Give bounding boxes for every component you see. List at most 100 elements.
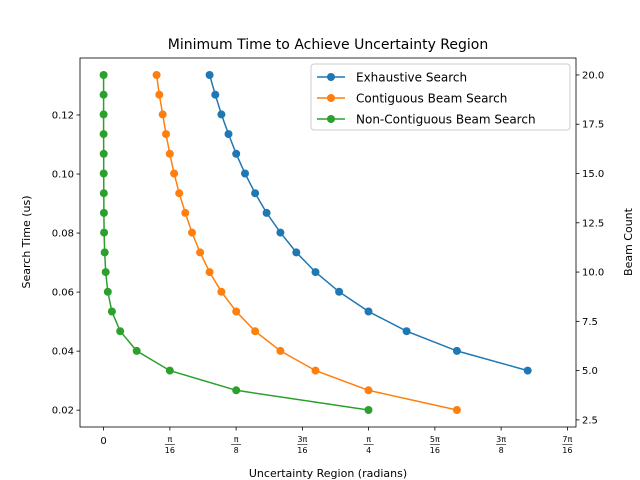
x-tick-label-denominator: 16 [562,446,572,455]
data-point [205,71,214,79]
data-point [152,71,161,79]
left-y-tick-label: 0.04 [52,347,74,358]
data-point [311,268,320,277]
data-point [100,228,109,237]
legend-entry: Exhaustive Search [356,71,467,85]
x-tick-label-denominator: 4 [366,446,371,455]
data-point [232,149,241,158]
data-point [99,149,108,158]
x-tick-label-numerator: 5π [430,435,440,444]
data-point [311,366,320,375]
x-tick-label-denominator: 8 [499,446,504,455]
data-point [217,287,226,296]
data-point [232,386,241,395]
data-point [292,248,301,257]
data-point [101,268,110,277]
x-tick-label-numerator: π [366,435,371,444]
x-tick-label-numerator: 7π [562,435,572,444]
x-tick-label-numerator: 3π [496,435,506,444]
data-point [99,208,108,217]
right-y-tick-label: 15.0 [582,169,604,180]
x-tick-label-numerator: π [167,435,172,444]
x-tick-label-denominator: 16 [165,446,175,455]
data-point [165,149,174,158]
series-1 [205,71,532,375]
data-point [188,228,196,237]
x-tick-label-denominator: 16 [297,446,307,455]
data-point [251,189,260,198]
data-point [196,248,205,257]
x-tick-label: 0 [100,436,106,447]
legend-marker [327,94,335,102]
legend-box [310,63,571,131]
data-point [276,346,285,355]
right-y-tick-label: 2.5 [582,415,598,426]
right-y-axis: 2.5 5.0 7.5 10.0 12.5 15.0 17.5 20.0 [576,70,604,426]
data-point [402,327,411,336]
right-y-tick-label: 17.5 [582,120,604,131]
legend: Exhaustive Search Contiguous Beam Search N… [310,63,571,131]
x-tick-label-numerator: π [234,435,239,444]
data-point [364,307,373,316]
data-point [99,130,108,139]
left-y-tick-label: 0.02 [52,406,74,417]
data-point [132,346,141,355]
plot-frame [79,57,577,428]
right-y-tick-label: 7.5 [582,317,598,328]
right-y-tick-label: 5.0 [582,366,598,377]
series-3 [99,71,373,414]
data-point [99,90,108,99]
data-point [232,307,241,316]
left-y-axis-label: Search Time (us) [20,196,33,289]
data-point [452,346,461,355]
data-point [103,287,112,296]
data-point [162,130,170,139]
data-point [99,71,108,79]
data-point [217,110,226,119]
right-y-tick-label: 12.5 [582,218,604,229]
right-y-tick-label: 10.0 [582,268,604,279]
left-y-tick-label: 0.08 [52,229,74,240]
data-point [452,406,461,414]
data-point [99,110,108,119]
data-point [523,366,532,375]
data-point [241,169,249,178]
left-y-tick-label: 0.10 [52,170,74,181]
right-y-axis-label: Beam Count [622,207,635,276]
data-point [205,268,214,277]
data-point [155,90,164,99]
data-point [364,406,373,414]
right-y-tick-label: 20.0 [582,70,604,81]
series-line [208,74,528,372]
left-y-tick-label: 0.12 [52,110,74,121]
x-axis-label: Uncertainty Region (radians) [249,467,407,480]
left-y-tick-label: 0.06 [52,288,74,299]
data-point [116,327,125,336]
chart-title: Minimum Time to Achieve Uncertainty Regi… [168,37,488,53]
data-point [224,130,233,139]
data-point [276,228,285,237]
data-point [165,366,174,375]
legend-entry: Contiguous Beam Search [356,92,507,106]
plot-marks [99,71,532,414]
data-point [99,169,108,178]
x-axis: 0 π 16 π 8 3π 16 π 4 5π 16 3π 8 7π 16 [100,427,573,455]
x-tick-label-numerator: 3π [297,435,307,444]
data-point [107,307,116,316]
data-point [99,189,108,198]
data-point [364,386,373,395]
data-point [170,169,179,178]
left-y-axis: 0.02 0.04 0.06 0.08 0.10 0.12 [52,110,80,417]
data-point [181,208,190,217]
data-point [211,90,220,99]
legend-entry: Non-Contiguous Beam Search [356,113,536,127]
data-point [335,287,344,296]
legend-marker [327,73,335,81]
x-tick-label-denominator: 8 [234,446,239,455]
series-2 [152,71,461,414]
x-tick-label-denominator: 16 [430,446,440,455]
data-point [175,189,184,198]
data-point [100,248,109,257]
data-point [251,327,260,336]
